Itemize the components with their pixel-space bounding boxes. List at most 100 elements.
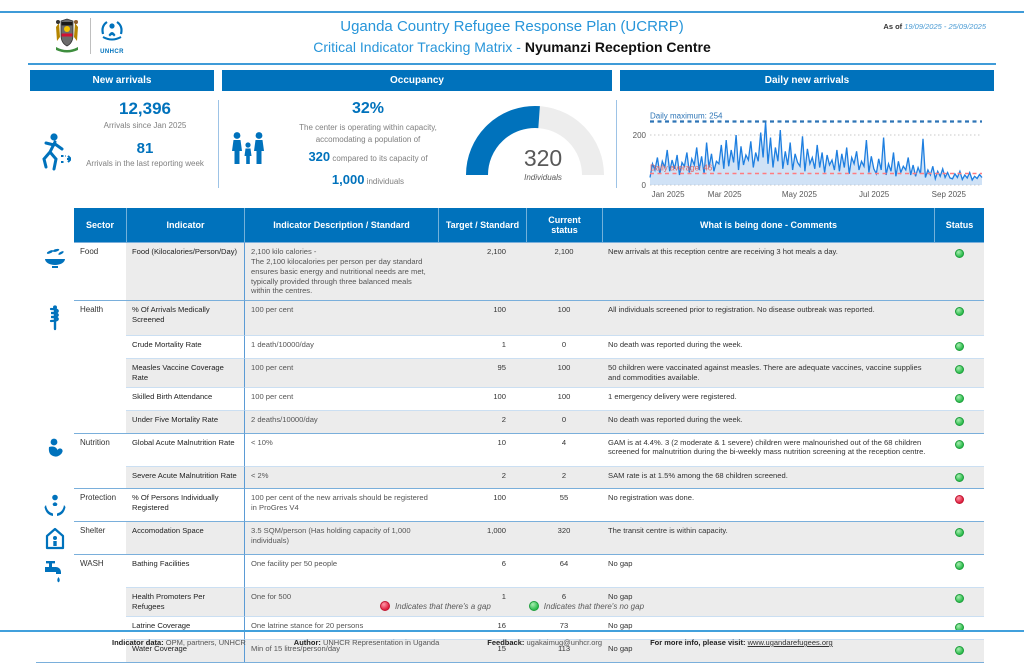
shelter-icon bbox=[36, 521, 74, 555]
total-arrivals-caption: Arrivals since Jan 2025 bbox=[103, 121, 187, 130]
unhcr-logo: UNHCR bbox=[99, 18, 125, 55]
svg-text:Daily maximum: 254: Daily maximum: 254 bbox=[650, 112, 723, 121]
status-legend: Indicates that there's a gap Indicates t… bbox=[0, 601, 1024, 611]
svg-text:0: 0 bbox=[642, 181, 647, 190]
panel-title-daily-new-arrivals: Daily new arrivals bbox=[620, 70, 994, 91]
table-row: Measles Vaccine Coverage Rate 100 per cen… bbox=[36, 358, 984, 387]
weekly-arrivals-value: 81 bbox=[136, 140, 154, 157]
current-value: 73 bbox=[526, 616, 602, 640]
column-header: Status bbox=[934, 208, 984, 242]
target-value: 1,000 bbox=[438, 521, 526, 555]
target-value: 2 bbox=[438, 409, 526, 433]
status-cell bbox=[934, 409, 984, 433]
indicator-name: Accomodation Space bbox=[126, 521, 244, 555]
report-title-line1: Uganda Country Refugee Response Plan (UC… bbox=[340, 18, 684, 35]
comment-text: No gap bbox=[602, 554, 934, 588]
footer-author: Author: UNHCR Representation in Uganda bbox=[293, 638, 440, 647]
wash-icon bbox=[36, 554, 74, 588]
indicator-table-body: Food Food (Kilocalories/Person/Day) 2,100 … bbox=[36, 242, 984, 663]
indicator-description: < 10% bbox=[244, 432, 438, 466]
occupancy-text: 32% The center is operating within capac… bbox=[274, 97, 462, 193]
logo-group: UNHCR bbox=[52, 17, 125, 55]
sector-label bbox=[74, 639, 126, 662]
status-cell bbox=[934, 386, 984, 410]
comment-text: The transit centre is within capacity. bbox=[602, 521, 934, 555]
current-value: 113 bbox=[526, 639, 602, 662]
indicator-name: Skilled Birth Attendance bbox=[126, 386, 244, 410]
comment-text: All individuals screened prior to regist… bbox=[602, 300, 934, 336]
icon-spacer bbox=[36, 587, 74, 617]
indicator-name: Measles Vaccine Coverage Rate bbox=[126, 358, 244, 387]
current-value: 64 bbox=[526, 554, 602, 588]
svg-text:Sep 2025: Sep 2025 bbox=[932, 190, 967, 199]
indicator-name: Latrine Coverage bbox=[126, 616, 244, 640]
red-dot-icon bbox=[379, 601, 390, 611]
indicator-name: Severe Acute Malnutrition Rate bbox=[126, 465, 244, 489]
indicator-name: % Of Persons Individually Registered bbox=[126, 488, 244, 522]
target-value: 100 bbox=[438, 300, 526, 336]
svg-text:May 2025: May 2025 bbox=[782, 190, 818, 199]
current-value: 100 bbox=[526, 300, 602, 336]
status-cell bbox=[934, 616, 984, 640]
target-value: 6 bbox=[438, 554, 526, 588]
current-value: 100 bbox=[526, 358, 602, 387]
more-info-link[interactable]: www.ugandarefugees.org bbox=[747, 638, 833, 647]
centre-name: Nyumanzi Reception Centre bbox=[524, 39, 711, 55]
target-value: 2,100 bbox=[438, 242, 526, 301]
indicator-description: Min of 15 litres/person/day bbox=[244, 639, 438, 662]
status-cell bbox=[934, 587, 984, 617]
header-divider bbox=[28, 63, 996, 65]
column-header: Current status bbox=[526, 208, 602, 242]
feedback-email-link[interactable]: ugakaimug@unhcr.org bbox=[526, 638, 603, 647]
indicator-name: Bathing Facilities bbox=[126, 554, 244, 588]
status-dot-green bbox=[954, 416, 964, 426]
table-row: Under Five Mortality Rate 2 deaths/10000/… bbox=[36, 409, 984, 433]
current-value: 2,100 bbox=[526, 242, 602, 301]
occupancy-gauge: 320 Individuals bbox=[460, 97, 610, 193]
comment-text: New arrivals at this reception centre ar… bbox=[602, 242, 934, 301]
column-header: Indicator bbox=[126, 208, 244, 242]
unhcr-logo-text: UNHCR bbox=[100, 48, 124, 55]
indicator-description: One latrine stance for 20 persons bbox=[244, 616, 438, 640]
indicator-description: 1 death/10000/day bbox=[244, 335, 438, 359]
comment-text: 50 children were vaccinated against meas… bbox=[602, 358, 934, 387]
sector-label bbox=[74, 358, 126, 387]
comment-text: No gap bbox=[602, 639, 934, 662]
current-value: 0 bbox=[526, 335, 602, 359]
comment-text: No registration was done. bbox=[602, 488, 934, 522]
daily-arrivals-chart: Daily maximum: 254 Daily average: 460 200 J… bbox=[633, 112, 983, 199]
status-dot-red bbox=[954, 495, 964, 505]
comment-text: 1 emergency delivery were registered. bbox=[602, 386, 934, 410]
svg-text:Daily average: 46: Daily average: 46 bbox=[650, 164, 713, 173]
current-value: 4 bbox=[526, 432, 602, 466]
icon-spacer bbox=[36, 465, 74, 489]
top-divider bbox=[0, 11, 1024, 13]
status-dot-green bbox=[954, 472, 964, 482]
target-value: 10 bbox=[438, 432, 526, 466]
capacity-value: 1,000 bbox=[331, 172, 365, 188]
table-row: Latrine Coverage One latrine stance for 2… bbox=[36, 616, 984, 640]
target-value: 95 bbox=[438, 358, 526, 387]
occupancy-population-line: 320 compared to its capacity of bbox=[308, 149, 428, 165]
table-row: WASH Bathing Facilities One facility per 5… bbox=[36, 554, 984, 588]
report-footer: Indicator data: OPM, partners, UNHCR Aut… bbox=[112, 638, 833, 647]
status-dot-green bbox=[954, 365, 964, 375]
uganda-coat-of-arms-logo bbox=[56, 18, 78, 53]
footer-indicator-data: Indicator data: OPM, partners, UNHCR bbox=[112, 638, 246, 647]
sector-label: Nutrition bbox=[74, 432, 126, 466]
svg-text:200: 200 bbox=[633, 131, 647, 140]
status-dot-green bbox=[954, 307, 964, 317]
indicator-name: Food (Kilocalories/Person/Day) bbox=[126, 242, 244, 301]
indicator-description: 3.5 SQM/person (Has holding capacity of … bbox=[244, 521, 438, 555]
status-cell bbox=[934, 488, 984, 522]
icon-spacer bbox=[36, 616, 74, 640]
report-title-line2: Critical Indicator Tracking Matrix - Nyu… bbox=[313, 39, 711, 55]
occupancy-line1: The center is operating within capacity, bbox=[299, 123, 437, 133]
comment-text: No death was reported during the week. bbox=[602, 335, 934, 359]
status-dot-green bbox=[954, 561, 964, 571]
svg-text:Mar 2025: Mar 2025 bbox=[708, 190, 742, 199]
gauge-value: 320 bbox=[523, 145, 563, 171]
report-header: UNHCR Uganda Country Refugee Response Pl… bbox=[30, 16, 994, 62]
comment-text: SAM rate is at 1.5% among the 68 childre… bbox=[602, 465, 934, 489]
